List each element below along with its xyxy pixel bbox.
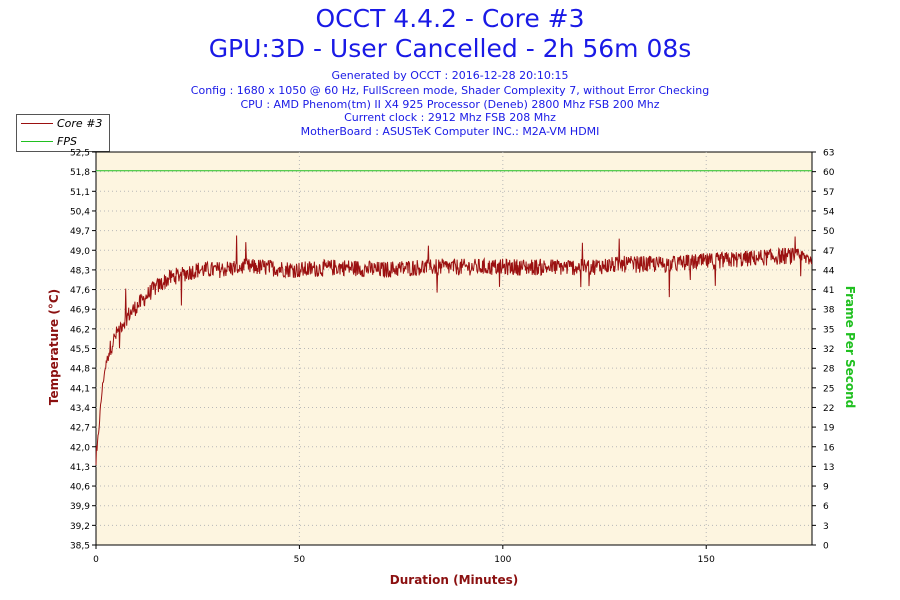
- y-tick-label-left: 39,2: [70, 522, 90, 532]
- y-tick-label-right: 60: [823, 168, 835, 178]
- x-axis-label: Duration (Minutes): [389, 573, 519, 587]
- x-tick-label: 100: [494, 555, 511, 565]
- legend-item-core3: Core #3: [17, 115, 109, 133]
- y-tick-label-right: 3: [823, 522, 829, 532]
- chart-legend: Core #3 FPS: [16, 114, 110, 152]
- y-tick-label-right: 19: [823, 424, 835, 434]
- y-axis-label-right: Frame Per Second: [843, 285, 857, 409]
- y-tick-label-right: 41: [823, 286, 834, 296]
- y-tick-label-left: 48,3: [70, 266, 90, 276]
- y-tick-label-left: 43,4: [70, 404, 90, 414]
- y-tick-label-left: 38,5: [70, 542, 90, 552]
- legend-swatch-core3: [21, 123, 53, 124]
- y-tick-label-right: 25: [823, 384, 834, 394]
- legend-swatch-fps: [21, 141, 53, 142]
- y-tick-label-left: 45,5: [70, 345, 90, 355]
- x-tick-label: 150: [698, 555, 715, 565]
- y-tick-label-left: 40,6: [70, 483, 90, 493]
- y-tick-label-right: 28: [823, 365, 835, 375]
- y-tick-label-right: 54: [823, 207, 835, 217]
- y-tick-label-right: 44: [823, 266, 835, 276]
- x-tick-label: 0: [93, 555, 99, 565]
- y-tick-label-left: 46,9: [70, 306, 90, 316]
- y-tick-label-left: 44,1: [70, 384, 90, 394]
- y-tick-label-left: 51,1: [70, 188, 90, 198]
- y-tick-label-right: 22: [823, 404, 834, 414]
- y-tick-label-right: 63: [823, 149, 834, 159]
- info-motherboard: MotherBoard : ASUSTeK Computer INC.: M2A…: [300, 125, 600, 138]
- info-clock: Current clock : 2912 Mhz FSB 208 Mhz: [344, 111, 556, 124]
- y-tick-label-left: 50,4: [70, 207, 90, 217]
- chart-title: OCCT 4.4.2 - Core #3: [315, 4, 585, 33]
- y-tick-label-left: 46,2: [70, 325, 90, 335]
- y-tick-label-left: 49,7: [70, 227, 90, 237]
- y-tick-label-left: 39,9: [70, 502, 90, 512]
- chart-subtitle: GPU:3D - User Cancelled - 2h 56m 08s: [208, 34, 692, 63]
- legend-label-core3: Core #3: [57, 117, 103, 130]
- y-axis-label-left: Temperature (°C): [47, 288, 61, 406]
- y-tick-label-right: 0: [823, 542, 829, 552]
- y-tick-label-right: 6: [823, 502, 829, 512]
- y-tick-label-left: 42,7: [70, 424, 90, 434]
- info-config: Config : 1680 x 1050 @ 60 Hz, FullScreen…: [190, 84, 710, 97]
- legend-item-fps: FPS: [17, 133, 109, 151]
- y-tick-label-left: 51,8: [70, 168, 90, 178]
- series-line-core-3: [95, 235, 813, 466]
- plot-area: [95, 151, 813, 546]
- y-tick-label-left: 41,3: [70, 463, 90, 473]
- info-generated: Generated by OCCT : 2016-12-28 20:10:15: [331, 69, 569, 82]
- info-cpu: CPU : AMD Phenom(tm) II X4 925 Processor…: [240, 98, 660, 111]
- y-tick-label-right: 50: [823, 227, 835, 237]
- y-tick-label-right: 9: [823, 483, 829, 493]
- y-tick-label-left: 44,8: [70, 365, 90, 375]
- y-tick-label-right: 32: [823, 345, 834, 355]
- y-tick-label-right: 57: [823, 188, 834, 198]
- y-tick-label-right: 38: [823, 306, 835, 316]
- y-tick-label-left: 49,0: [70, 247, 90, 257]
- legend-label-fps: FPS: [57, 135, 77, 148]
- y-tick-label-right: 47: [823, 247, 834, 257]
- y-tick-label-right: 35: [823, 325, 834, 335]
- y-tick-label-left: 42,0: [70, 443, 90, 453]
- y-tick-label-right: 16: [823, 443, 835, 453]
- y-tick-label-right: 13: [823, 463, 834, 473]
- y-tick-label-left: 47,6: [70, 286, 90, 296]
- x-tick-label: 50: [294, 555, 306, 565]
